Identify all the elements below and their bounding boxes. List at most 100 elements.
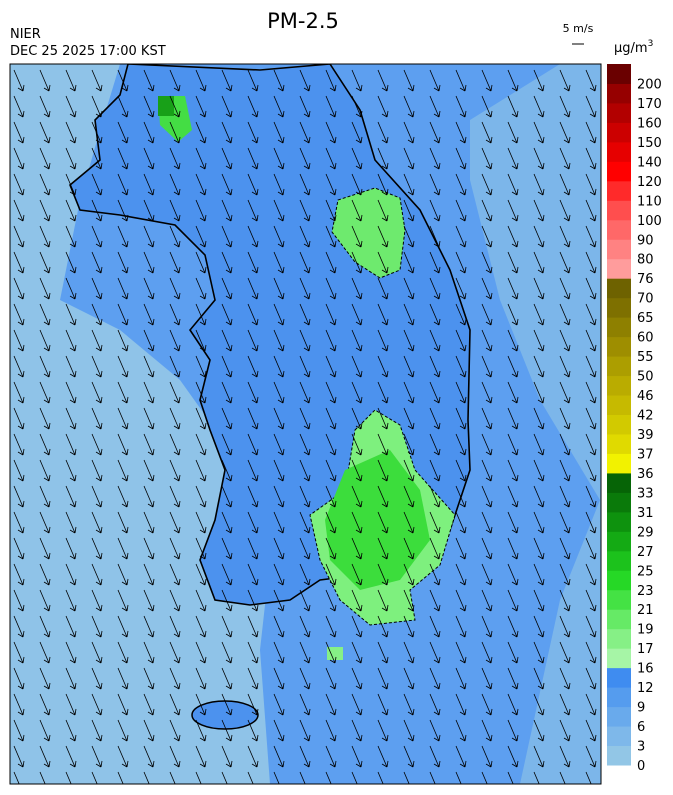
wind-arrow: [481, 615, 493, 638]
wind-arrow: [221, 485, 233, 508]
wind-arrow: [455, 147, 467, 170]
wind-arrow: [585, 95, 597, 118]
wind-arrow: [195, 329, 207, 352]
wind-arrow: [533, 719, 545, 742]
wind-arrow: [429, 251, 441, 274]
wind-arrow: [91, 355, 103, 378]
wind-arrow: [585, 537, 597, 560]
wind-arrow: [169, 95, 181, 118]
colorbar-label: 12: [637, 681, 654, 696]
wind-arrow: [221, 277, 233, 300]
wind-arrow: [507, 511, 519, 534]
wind-arrow: [481, 537, 493, 560]
wind-arrow: [65, 69, 77, 92]
wind-arrow: [39, 615, 51, 638]
wind-arrow: [429, 199, 441, 222]
wind-arrow: [195, 355, 207, 378]
wind-arrow: [559, 277, 571, 300]
wind-arrow: [559, 563, 571, 586]
wind-arrow: [455, 303, 467, 326]
wind-arrow: [247, 667, 259, 690]
wind-arrow: [91, 589, 103, 612]
wind-arrow: [13, 771, 20, 784]
wind-arrow: [169, 433, 181, 456]
wind-arrow: [221, 381, 233, 404]
wind-arrow: [195, 537, 207, 560]
colorbar-box: [607, 414, 631, 435]
wind-arrow: [91, 641, 103, 664]
wind-arrow: [351, 147, 363, 170]
wind-arrow: [299, 433, 311, 456]
wind-arrow: [585, 615, 597, 638]
wind-arrow: [273, 147, 285, 170]
wind-arrow: [403, 381, 415, 404]
wind-arrow: [533, 225, 545, 248]
wind-arrow: [65, 719, 77, 742]
wind-arrow: [429, 719, 441, 742]
wind-arrow: [585, 433, 597, 456]
green-area-east: [331, 187, 406, 279]
wind-arrow: [559, 459, 571, 482]
wind-arrow: [481, 589, 493, 612]
wind-arrow: [247, 173, 259, 196]
wind-arrow: [299, 121, 311, 144]
wind-arrow: [169, 173, 181, 196]
wind-arrow: [533, 355, 545, 378]
wind-arrow: [221, 303, 233, 326]
wind-arrow: [559, 433, 571, 456]
wind-arrow: [351, 485, 363, 508]
wind-arrow: [325, 329, 337, 352]
wind-arrow: [533, 563, 545, 586]
wind-arrow: [403, 303, 415, 326]
wind-arrow: [143, 667, 155, 690]
wind-arrow: [247, 381, 259, 404]
wind-arrow: [507, 745, 519, 768]
wind-arrow: [351, 381, 363, 404]
wind-arrow: [299, 511, 311, 534]
wind-arrow: [221, 355, 233, 378]
wind-arrow: [65, 615, 77, 638]
wind-arrow: [169, 225, 181, 248]
wind-arrow: [585, 719, 597, 742]
wind-arrow: [195, 667, 207, 690]
wind-arrow: [429, 589, 441, 612]
wind-arrow: [403, 485, 415, 508]
wind-arrow: [481, 95, 493, 118]
wind-arrow: [325, 771, 332, 784]
wind-arrow: [559, 303, 571, 326]
wind-arrow: [377, 147, 389, 170]
wind-arrow: [507, 771, 514, 784]
wind-arrow: [481, 251, 493, 274]
wind-arrow: [143, 433, 155, 456]
wind-arrow: [351, 407, 363, 430]
wind-arrow: [299, 407, 311, 430]
wind-arrow: [455, 563, 467, 586]
wind-arrow: [221, 537, 233, 560]
wind-arrow: [325, 277, 337, 300]
wind-arrow: [195, 381, 207, 404]
wind-arrow: [169, 667, 181, 690]
wind-arrow: [13, 459, 25, 482]
wind-arrow: [481, 771, 488, 784]
wind-arrow: [117, 251, 129, 274]
wind-arrow: [585, 407, 597, 430]
wind-arrow: [143, 485, 155, 508]
wind-arrow: [273, 615, 285, 638]
wind-arrow: [429, 667, 441, 690]
wind-arrow: [585, 381, 597, 404]
wind-arrow: [351, 719, 363, 742]
wind-arrow: [533, 147, 545, 170]
wind-arrow: [377, 667, 389, 690]
wind-arrow: [585, 589, 597, 612]
wind-arrow: [403, 199, 415, 222]
wind-arrow: [273, 667, 285, 690]
wind-arrow: [325, 693, 337, 716]
wind-arrow: [585, 303, 597, 326]
wind-arrow: [481, 355, 493, 378]
wind-arrow: [221, 69, 233, 92]
wind-arrow: [169, 771, 176, 784]
wind-arrow: [195, 485, 207, 508]
wind-arrow: [403, 667, 415, 690]
wind-arrow: [13, 277, 25, 300]
colorbar-label: 90: [637, 233, 654, 248]
